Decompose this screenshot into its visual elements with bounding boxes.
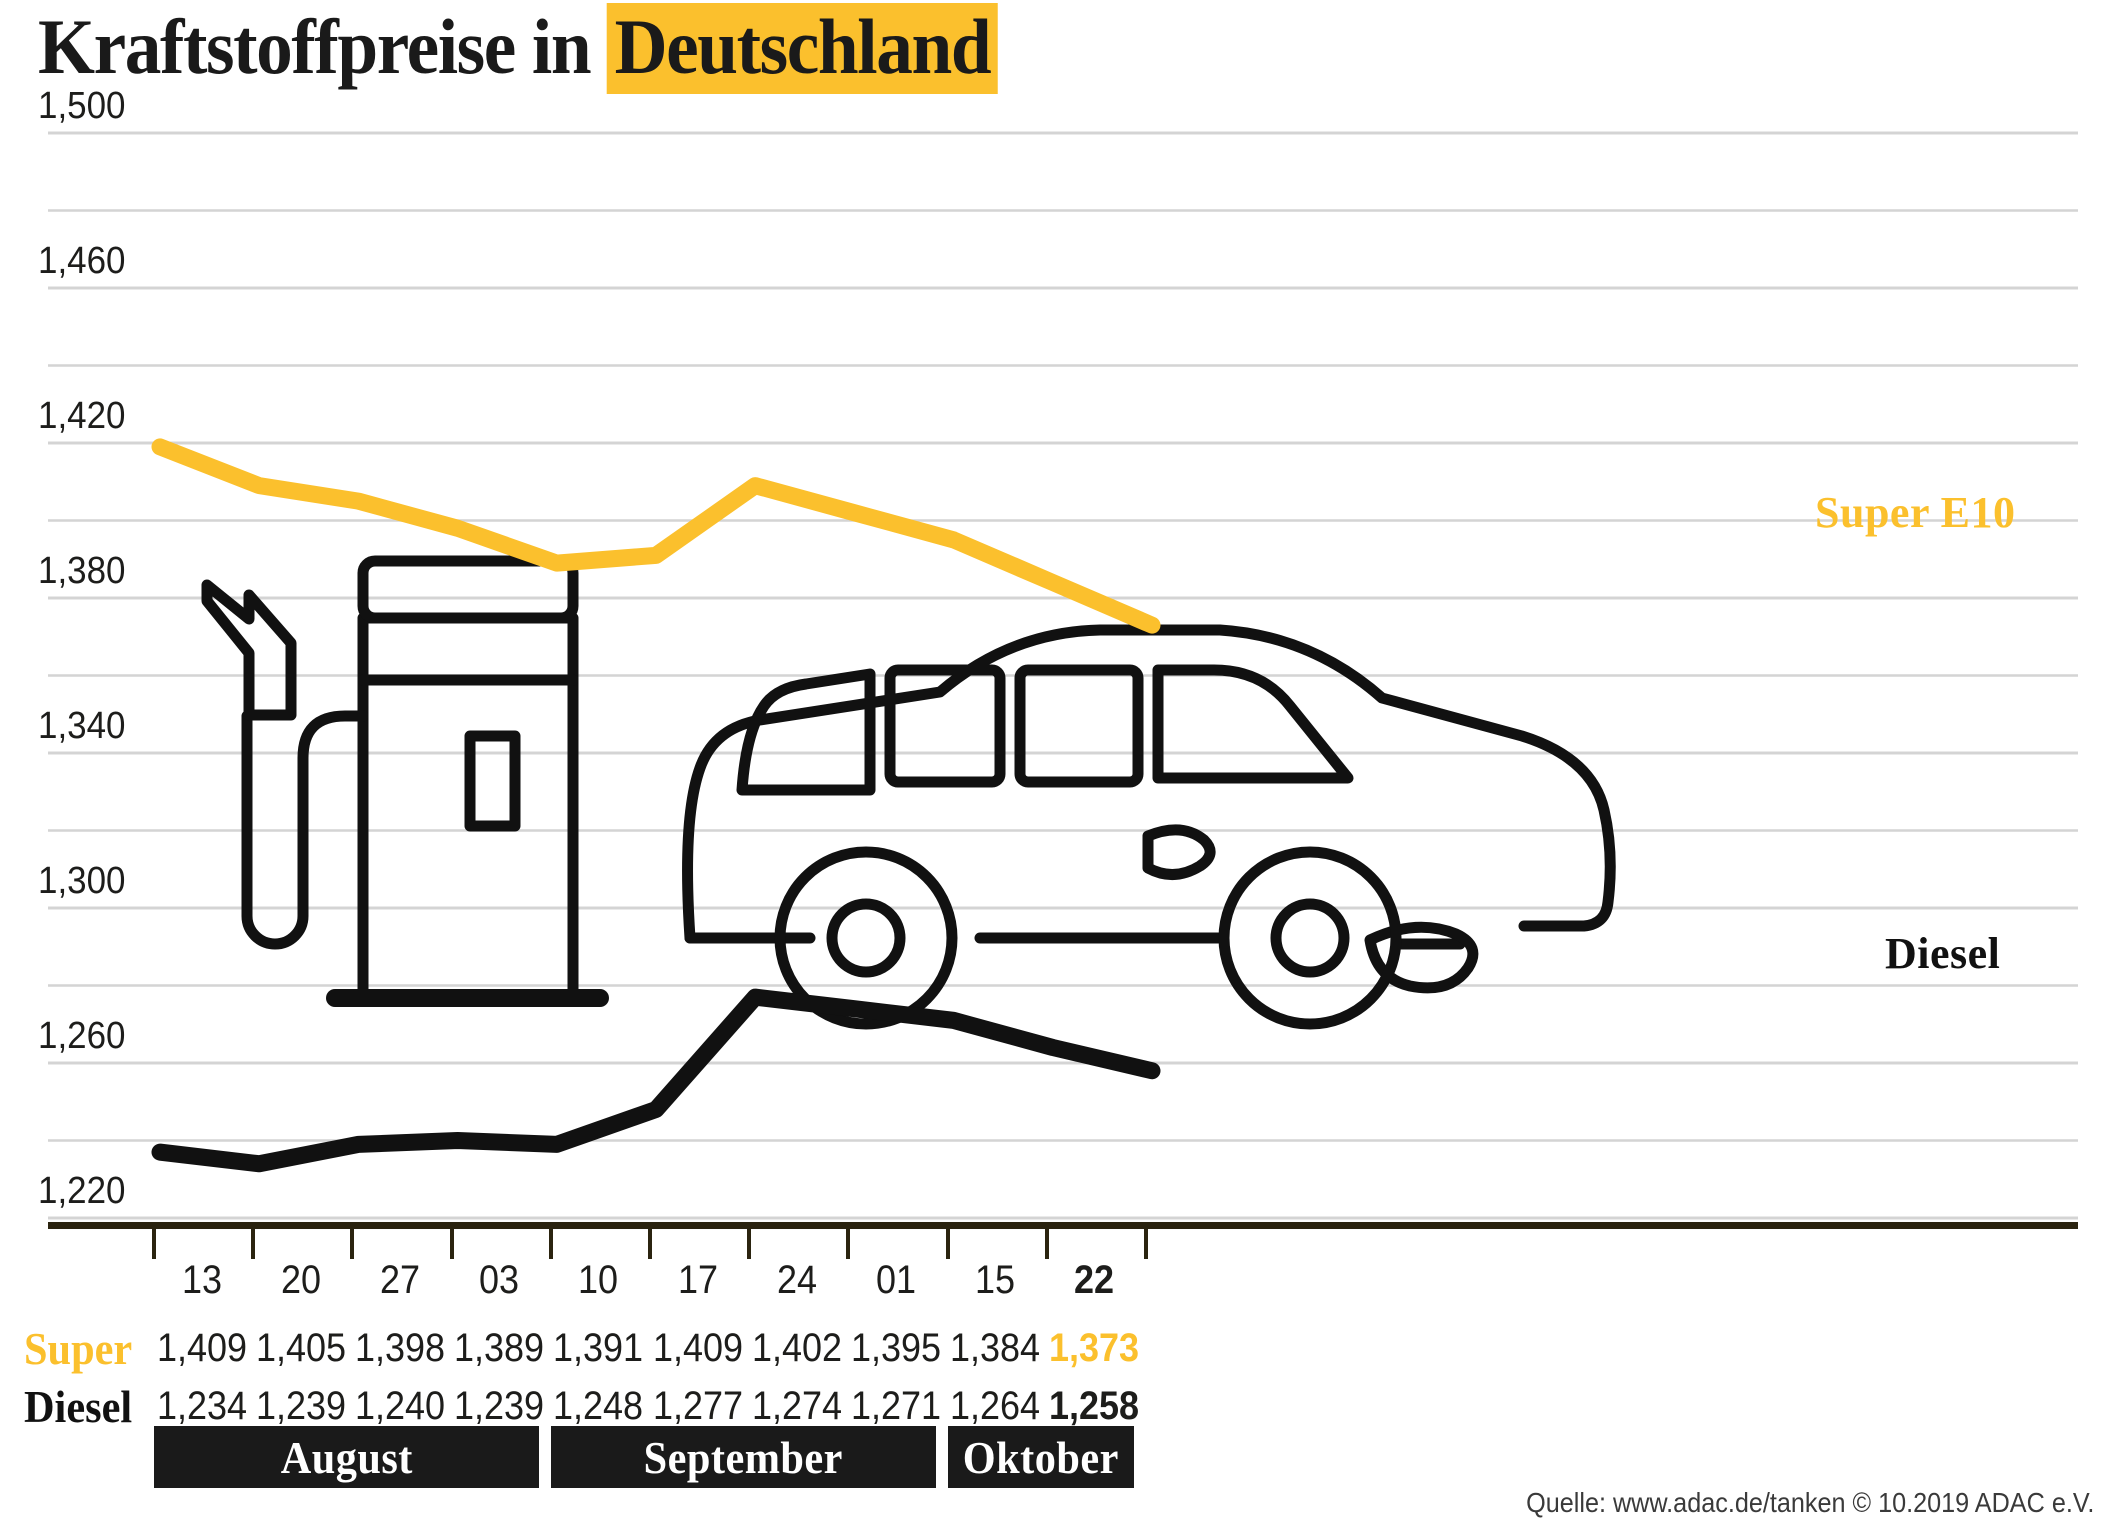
table-value-diesel: 1,234 <box>156 1384 247 1428</box>
table-row-label-super: Super <box>24 1323 133 1374</box>
month-bar-label: September <box>643 1431 843 1483</box>
table-value-super: 1,409 <box>156 1326 247 1370</box>
series-label-diesel: Diesel <box>1885 929 2001 978</box>
x-axis-tick <box>945 1229 950 1259</box>
table-value-super: 1,389 <box>454 1326 545 1370</box>
table-value-super: 1,373 <box>1049 1326 1140 1370</box>
table-date-label: 13 <box>181 1258 222 1302</box>
month-bar-august: August <box>154 1426 539 1488</box>
table-date-label: 10 <box>578 1258 619 1302</box>
table-value-super: 1,398 <box>354 1326 446 1370</box>
table-value-super: 1,391 <box>553 1326 644 1370</box>
y-axis-tick-label: 1,500 <box>38 85 126 127</box>
title-text-plain: Kraftstoffpreise in <box>38 3 608 90</box>
chart-plot-area: 1,220 1,260 1,300 1,340 1,380 1,420 1,460 1,500 <box>0 85 2126 1223</box>
gridlines <box>48 131 2078 1220</box>
x-axis-tick <box>846 1229 851 1259</box>
source-credit: Quelle: www.adac.de/tanken © 10.2019 ADA… <box>1525 1487 2094 1518</box>
table-date-label: 22 <box>1074 1258 1115 1302</box>
table-value-super: 1,405 <box>255 1326 346 1370</box>
x-axis-tick <box>449 1229 454 1259</box>
y-axis-tick-label: 1,220 <box>38 1170 126 1212</box>
table-value-diesel: 1,277 <box>652 1384 743 1428</box>
table-value-super: 1,395 <box>850 1326 942 1370</box>
x-axis-tick <box>648 1229 652 1259</box>
y-axis-tick-label: 1,420 <box>38 395 126 437</box>
x-axis-line <box>48 1222 2078 1229</box>
y-axis-tick-label: 1,380 <box>38 550 126 592</box>
table-value-super: 1,402 <box>751 1326 842 1370</box>
page-title: Kraftstoffpreise in Deutschland <box>38 3 998 94</box>
table-date-label: 24 <box>776 1258 817 1302</box>
table-date-label: 17 <box>677 1258 718 1302</box>
table-value-diesel: 1,240 <box>354 1384 446 1428</box>
data-table: Super Diesel 13 1,409 1,234 20 1,405 1,239 27 1… <box>0 1222 2126 1432</box>
table-value-diesel: 1,239 <box>255 1384 346 1428</box>
series-line-super-e10 <box>151 438 1161 634</box>
series-label-super: Super E10 <box>1815 488 2016 537</box>
table-date-label: 15 <box>975 1258 1016 1302</box>
table-value-super: 1,409 <box>652 1326 743 1370</box>
table-date-label: 01 <box>875 1258 917 1302</box>
table-date-label: 03 <box>479 1258 520 1302</box>
table-value-diesel: 1,264 <box>950 1384 1041 1428</box>
car-icon <box>682 624 1616 1030</box>
y-axis-tick-label: 1,300 <box>38 860 126 902</box>
table-date-label: 20 <box>280 1258 321 1302</box>
x-axis-tick <box>548 1229 553 1259</box>
x-axis-tick <box>350 1229 355 1259</box>
chart-svg <box>48 131 2078 1220</box>
x-axis-tick <box>1044 1229 1049 1259</box>
month-bar-september: September <box>550 1426 936 1488</box>
table-value-diesel: 1,239 <box>454 1384 545 1428</box>
fuel-pump-and-car-illustration <box>201 555 1616 1030</box>
y-axis-tick-label: 1,460 <box>38 240 126 282</box>
table-date-label: 27 <box>379 1258 421 1302</box>
month-bar-oktober: Oktober <box>947 1426 1134 1488</box>
table-value-diesel: 1,274 <box>751 1384 842 1428</box>
month-bar-label: August <box>280 1431 413 1483</box>
table-row-label-diesel: Diesel <box>24 1381 133 1432</box>
x-axis-tick <box>152 1229 156 1259</box>
table-value-diesel: 1,258 <box>1049 1384 1140 1428</box>
x-axis-tick <box>251 1229 256 1259</box>
month-bar-label: Oktober <box>962 1431 1119 1483</box>
title-text-highlight: Deutschland <box>607 3 998 94</box>
table-value-super: 1,384 <box>950 1326 1041 1370</box>
table-value-diesel: 1,248 <box>553 1384 644 1428</box>
fuel-pump-icon <box>201 555 609 1007</box>
series-line-diesel <box>151 988 1161 1173</box>
y-axis-tick-label: 1,260 <box>38 1015 126 1057</box>
y-axis-tick-label: 1,340 <box>38 705 126 747</box>
series-lines <box>151 438 1161 1173</box>
x-axis-tick <box>747 1229 752 1259</box>
x-axis-tick <box>1144 1229 1148 1259</box>
table-value-diesel: 1,271 <box>850 1384 942 1428</box>
